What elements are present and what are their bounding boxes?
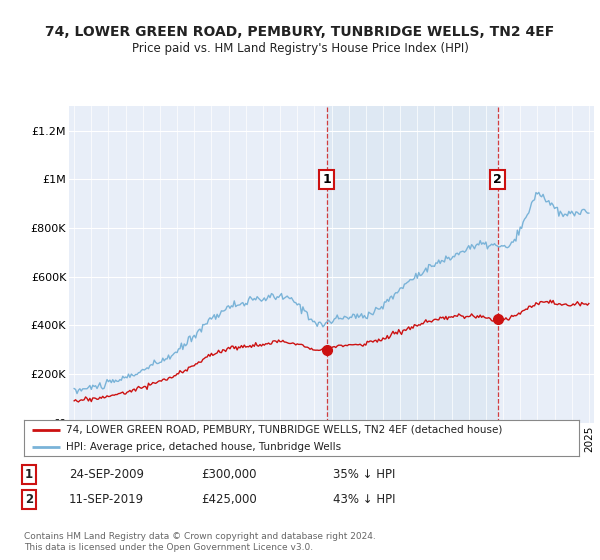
Text: HPI: Average price, detached house, Tunbridge Wells: HPI: Average price, detached house, Tunb… [65,442,341,451]
Text: Price paid vs. HM Land Registry's House Price Index (HPI): Price paid vs. HM Land Registry's House … [131,42,469,55]
Text: 43% ↓ HPI: 43% ↓ HPI [333,493,395,506]
Text: 74, LOWER GREEN ROAD, PEMBURY, TUNBRIDGE WELLS, TN2 4EF (detached house): 74, LOWER GREEN ROAD, PEMBURY, TUNBRIDGE… [65,425,502,435]
Text: 1: 1 [25,468,33,482]
Text: 11-SEP-2019: 11-SEP-2019 [69,493,144,506]
Text: 35% ↓ HPI: 35% ↓ HPI [333,468,395,482]
Text: 1: 1 [322,173,331,186]
Text: 2: 2 [493,173,502,186]
Text: 74, LOWER GREEN ROAD, PEMBURY, TUNBRIDGE WELLS, TN2 4EF: 74, LOWER GREEN ROAD, PEMBURY, TUNBRIDGE… [46,25,554,39]
Bar [327,106,498,423]
Text: 24-SEP-2009: 24-SEP-2009 [69,468,144,482]
Text: £425,000: £425,000 [201,493,257,506]
Text: £300,000: £300,000 [201,468,257,482]
Text: 2: 2 [25,493,33,506]
Text: Contains HM Land Registry data © Crown copyright and database right 2024.
This d: Contains HM Land Registry data © Crown c… [24,532,376,552]
